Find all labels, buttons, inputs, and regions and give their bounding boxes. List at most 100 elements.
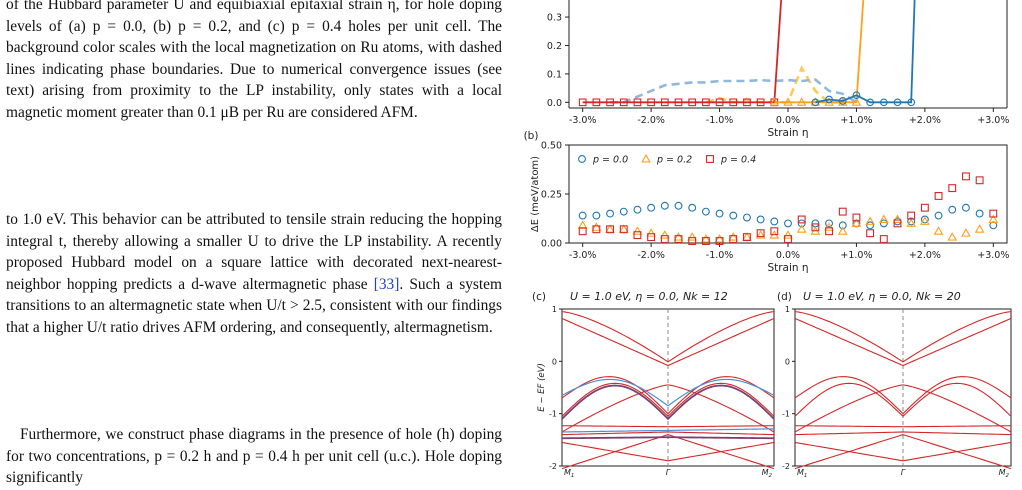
x-axis-label: Strain η [767, 127, 808, 139]
data-point [838, 97, 847, 105]
data-point [784, 219, 792, 228]
legend-label: p = 0.0 [592, 155, 628, 166]
data-point [920, 216, 930, 225]
figure: 0.0 0.1 0.2 0.3 -3.0% -2.0% -1.0% 0.0% +1.0% +2.0… [520, 0, 1022, 485]
phase-boundary-line [610, 78, 858, 104]
plot-frame [568, 144, 1008, 244]
y-tick-label: 0 [785, 357, 790, 366]
subscript: 1 [804, 473, 808, 479]
x-tick-label: -2.0% [637, 250, 665, 261]
data-point [660, 98, 669, 107]
data-point [688, 237, 697, 245]
data-point [796, 97, 807, 106]
band-line [794, 382, 1012, 418]
data-point [879, 235, 888, 244]
data-point [825, 219, 834, 228]
band-line [794, 376, 1012, 415]
data-point [852, 213, 861, 222]
data-point [606, 209, 615, 218]
subscript: 2 [1006, 473, 1010, 479]
y-tick-label: 1 [552, 305, 557, 314]
data-point [756, 215, 765, 224]
data-point [647, 233, 656, 242]
panel-c: (c) U = 1.0 eV, η = 0.0, Nk = 12 1 0 -1 -2 M1 Γ… [532, 290, 775, 479]
band-line [794, 425, 1012, 428]
data-point [688, 98, 697, 107]
data-point [591, 222, 602, 231]
panel-a: 0.0 0.1 0.2 0.3 -3.0% -2.0% -1.0% 0.0% +1.0% +2.0… [547, 0, 1009, 139]
paragraph-text: . Such a system transitions to an alterm… [6, 275, 502, 336]
data-point [797, 215, 806, 224]
citation-link[interactable]: [33] [373, 275, 400, 293]
data-point [934, 211, 943, 220]
band-line [561, 425, 775, 428]
panel-b: (b) 0.00 0.25 0.50 -3.0% -2.0% -1.0% 0.0% +1.0% +… [524, 130, 1010, 274]
data-point [907, 211, 916, 220]
data-point [961, 228, 971, 237]
data-point [879, 219, 888, 228]
series-line [582, 0, 783, 104]
data-point [989, 221, 998, 230]
data-point [715, 209, 724, 218]
x-tick-label: +1.0% [840, 115, 872, 126]
paragraph-text: to 1.0 eV. This behavior can be attribut… [6, 211, 502, 293]
data-point [660, 235, 669, 244]
x-tick-label: +1.0% [840, 250, 872, 261]
y-tick-label: -1 [782, 410, 790, 419]
x-tick-label: Γ [666, 468, 671, 477]
y-tick-label: 0.2 [547, 41, 562, 52]
y-tick-label: -2 [549, 462, 557, 471]
data-point [647, 98, 655, 107]
x-tick-label: M2 [999, 468, 1010, 479]
y-tick-label: -2 [782, 462, 790, 471]
data-point [948, 184, 957, 193]
legend-marker [641, 153, 651, 163]
band-line [561, 434, 775, 470]
data-point [975, 209, 984, 218]
band-line [561, 428, 775, 433]
data-point [674, 201, 683, 210]
data-point [633, 231, 642, 240]
data-point [619, 98, 628, 107]
data-point [755, 230, 766, 239]
y-tick-label: 0.25 [541, 190, 562, 201]
data-point [729, 211, 738, 220]
data-point [606, 225, 615, 234]
data-point [961, 172, 970, 181]
y-tick-label: 0.3 [547, 13, 562, 24]
y-axis-label: E − EF (eV) [537, 363, 547, 412]
panel-label: (c) [532, 291, 546, 303]
y-tick-label: 0.00 [541, 239, 562, 250]
band-line [561, 436, 775, 440]
series-line [815, 0, 916, 104]
data-point [619, 207, 628, 216]
data-point [893, 98, 902, 107]
x-tick-label: +2.0% [909, 250, 941, 261]
data-point [988, 214, 999, 223]
x-tick-label: M2 [762, 468, 773, 479]
data-point [837, 226, 848, 235]
data-point [619, 225, 628, 234]
data-point [756, 98, 765, 107]
data-point [920, 215, 929, 224]
data-point [920, 203, 929, 212]
x-tick-label: 0.0% [776, 250, 800, 261]
band-line [561, 382, 775, 418]
data-point [879, 98, 888, 107]
data-point [729, 98, 738, 107]
data-point [811, 223, 820, 232]
data-point [729, 235, 738, 244]
data-point [783, 97, 793, 106]
data-point [866, 221, 875, 230]
panel-label: (d) [777, 291, 792, 303]
data-point [756, 229, 765, 238]
data-point [838, 207, 847, 216]
data-point [838, 221, 847, 230]
panel-d: (d) U = 1.0 eV, η = 0.0, Nk = 20 1 0 -1 -2 M1 Γ… [777, 290, 1012, 479]
data-point [592, 211, 601, 220]
band-line [561, 311, 775, 363]
panel-title: U = 1.0 eV, η = 0.0, Nk = 12 [570, 290, 728, 303]
data-point [743, 98, 751, 107]
data-point [989, 209, 998, 218]
band-line [794, 431, 1012, 436]
